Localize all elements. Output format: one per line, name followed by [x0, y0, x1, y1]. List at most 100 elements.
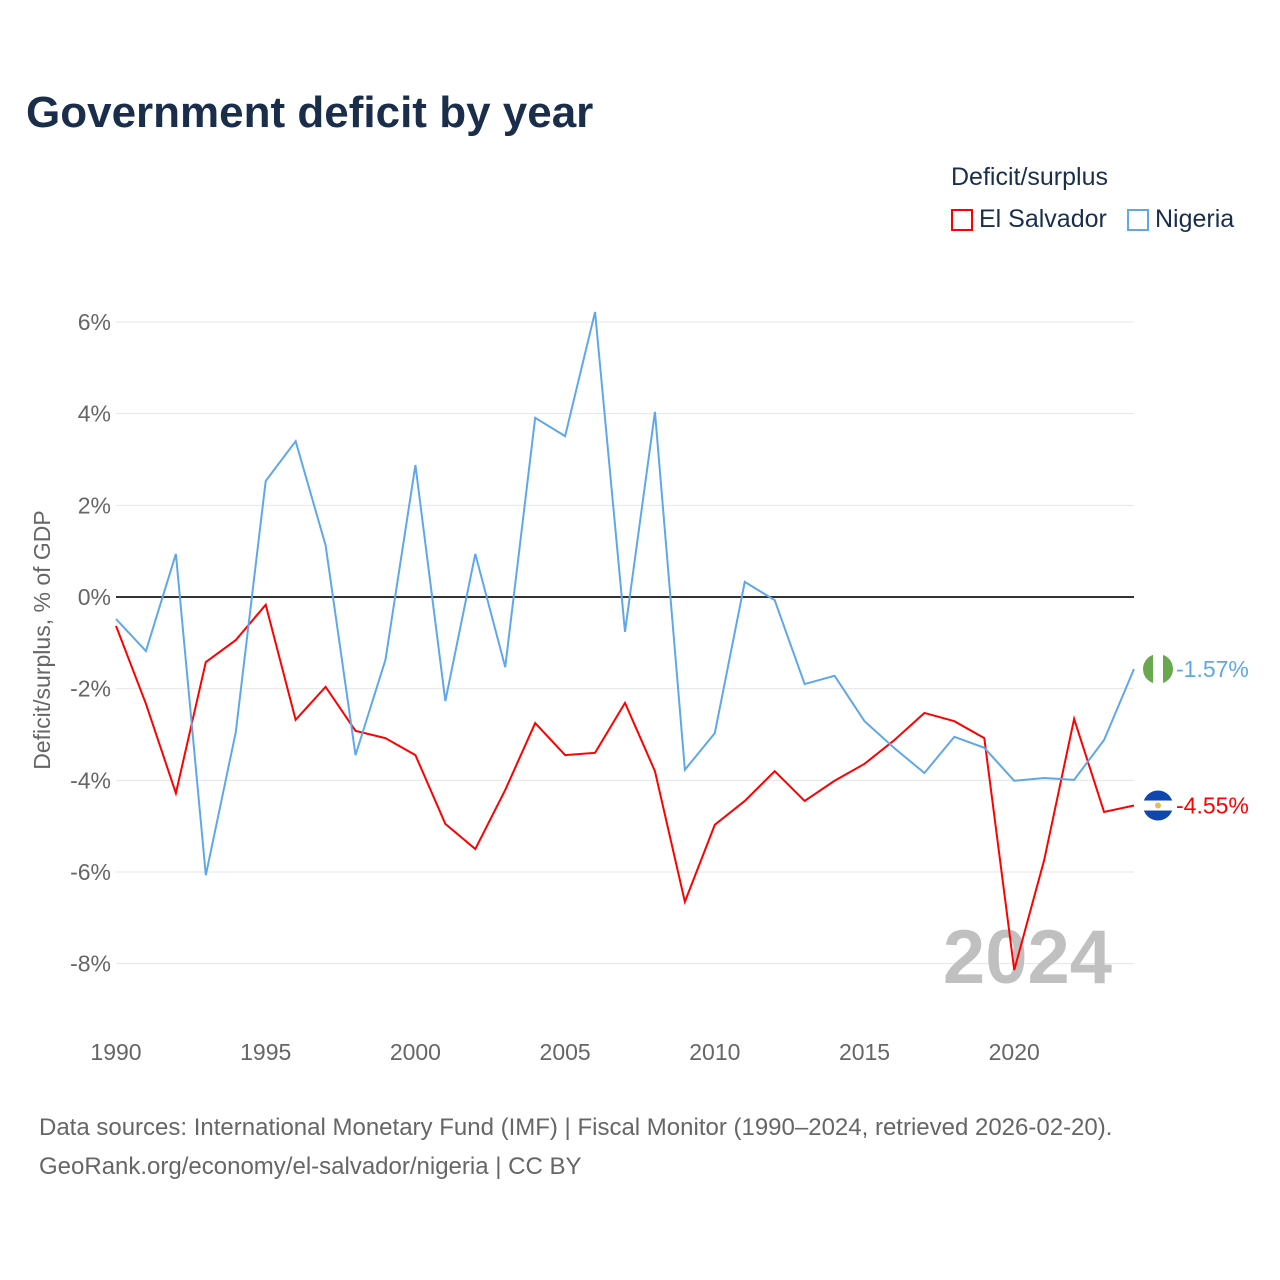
data-point-nigeria[interactable] — [892, 746, 896, 750]
data-point-nigeria[interactable] — [1012, 779, 1016, 783]
chart-title: Government deficit by year — [26, 88, 594, 137]
data-point-nigeria[interactable] — [533, 416, 537, 420]
source-line-2[interactable]: GeoRank.org/economy/el-salvador/nigeria … — [39, 1153, 582, 1180]
y-tick-label: -8% — [70, 951, 111, 977]
data-point-nigeria[interactable] — [743, 580, 747, 584]
data-point-nigeria[interactable] — [563, 434, 567, 438]
data-point-nigeria[interactable] — [264, 479, 268, 483]
x-tick-label: 2005 — [540, 1039, 591, 1065]
data-point-nigeria[interactable] — [234, 730, 238, 734]
data-point-el-salvador[interactable] — [563, 753, 567, 757]
data-point-el-salvador[interactable] — [683, 900, 687, 904]
data-point-el-salvador[interactable] — [503, 788, 507, 792]
flag-el-salvador-icon — [1143, 790, 1173, 821]
data-point-nigeria[interactable] — [1102, 738, 1106, 742]
data-point-el-salvador[interactable] — [443, 822, 447, 826]
legend-title: Deficit/surplus — [951, 163, 1108, 191]
data-point-nigeria[interactable] — [503, 665, 507, 669]
data-point-el-salvador[interactable] — [982, 736, 986, 740]
data-point-el-salvador[interactable] — [174, 791, 178, 795]
data-point-el-salvador[interactable] — [234, 638, 238, 642]
data-point-el-salvador[interactable] — [803, 799, 807, 803]
data-point-el-salvador[interactable] — [144, 702, 148, 706]
data-point-el-salvador[interactable] — [1012, 968, 1016, 972]
data-point-el-salvador[interactable] — [1102, 810, 1106, 814]
data-point-el-salvador[interactable] — [204, 660, 208, 664]
data-point-nigeria[interactable] — [952, 735, 956, 739]
legend-swatch-el-salvador — [951, 208, 973, 231]
data-point-el-salvador[interactable] — [653, 769, 657, 773]
data-point-el-salvador[interactable] — [773, 769, 777, 773]
data-point-el-salvador[interactable] — [1132, 804, 1136, 808]
data-point-nigeria[interactable] — [773, 598, 777, 602]
legend-item-el-salvador[interactable]: El Salvador — [951, 205, 1107, 234]
x-tick-label: 1990 — [90, 1039, 141, 1065]
legend-item-nigeria[interactable]: Nigeria — [1127, 205, 1234, 234]
data-point-el-salvador[interactable] — [473, 847, 477, 851]
data-point-nigeria[interactable] — [174, 552, 178, 556]
data-point-nigeria[interactable] — [1132, 667, 1136, 671]
flag-nigeria-icon — [1143, 653, 1173, 684]
data-point-nigeria[interactable] — [922, 771, 926, 775]
data-point-el-salvador[interactable] — [833, 779, 837, 783]
data-point-nigeria[interactable] — [653, 410, 657, 414]
data-point-nigeria[interactable] — [204, 873, 208, 877]
data-point-el-salvador[interactable] — [1072, 717, 1076, 721]
y-tick-label: 4% — [78, 401, 111, 427]
data-point-el-salvador[interactable] — [264, 603, 268, 607]
data-point-el-salvador[interactable] — [533, 721, 537, 725]
data-point-nigeria[interactable] — [443, 699, 447, 703]
data-point-nigeria[interactable] — [114, 617, 118, 621]
data-point-el-salvador[interactable] — [1042, 858, 1046, 862]
series-line-nigeria[interactable] — [115, 311, 1135, 876]
data-point-nigeria[interactable] — [833, 674, 837, 678]
data-point-el-salvador[interactable] — [743, 799, 747, 803]
source-note: Data sources: International Monetary Fun… — [39, 1108, 1112, 1186]
data-point-nigeria[interactable] — [473, 552, 477, 556]
data-point-nigeria[interactable] — [144, 649, 148, 653]
series-line-el-salvador[interactable] — [115, 602, 1135, 971]
data-point-el-salvador[interactable] — [892, 738, 896, 742]
data-point-nigeria[interactable] — [354, 753, 358, 757]
data-point-el-salvador[interactable] — [324, 685, 328, 689]
data-point-el-salvador[interactable] — [623, 701, 627, 705]
end-label-el-salvador: -4.55% — [1176, 793, 1249, 819]
data-point-nigeria[interactable] — [623, 630, 627, 634]
data-point-el-salvador[interactable] — [593, 751, 597, 755]
data-point-el-salvador[interactable] — [383, 736, 387, 740]
data-point-el-salvador[interactable] — [294, 718, 298, 722]
data-point-el-salvador[interactable] — [922, 711, 926, 715]
y-tick-label: 2% — [78, 492, 111, 518]
y-tick-label: -6% — [70, 859, 111, 885]
year-watermark: 2024 — [943, 915, 1112, 1000]
data-point-nigeria[interactable] — [863, 719, 867, 723]
data-point-nigeria[interactable] — [294, 439, 298, 443]
data-point-nigeria[interactable] — [383, 658, 387, 662]
data-point-nigeria[interactable] — [803, 682, 807, 686]
y-tick-label: 0% — [78, 584, 111, 610]
data-point-nigeria[interactable] — [1042, 776, 1046, 780]
y-axis-label: Deficit/surplus, % of GDP — [29, 510, 55, 769]
data-point-nigeria[interactable] — [324, 543, 328, 547]
data-point-el-salvador[interactable] — [952, 719, 956, 723]
data-point-nigeria[interactable] — [713, 731, 717, 735]
end-label-nigeria: -1.57% — [1176, 656, 1249, 682]
data-point-nigeria[interactable] — [413, 463, 417, 467]
data-point-el-salvador[interactable] — [863, 762, 867, 766]
data-point-nigeria[interactable] — [683, 768, 687, 772]
data-point-el-salvador[interactable] — [354, 729, 358, 733]
source-line-1[interactable]: Data sources: International Monetary Fun… — [39, 1114, 1113, 1141]
x-tick-label: 1995 — [240, 1039, 291, 1065]
data-point-nigeria[interactable] — [982, 746, 986, 750]
data-point-el-salvador[interactable] — [413, 753, 417, 757]
x-tick-label: 2020 — [989, 1039, 1040, 1065]
data-point-el-salvador[interactable] — [713, 823, 717, 827]
data-point-nigeria[interactable] — [1072, 778, 1076, 782]
y-tick-label: 6% — [78, 309, 111, 335]
y-tick-label: -2% — [70, 676, 111, 702]
data-point-el-salvador[interactable] — [114, 624, 118, 628]
y-tick-label: -4% — [70, 767, 111, 793]
legend-label: Nigeria — [1155, 205, 1235, 233]
data-point-nigeria[interactable] — [593, 310, 597, 314]
legend-label: El Salvador — [979, 205, 1107, 233]
